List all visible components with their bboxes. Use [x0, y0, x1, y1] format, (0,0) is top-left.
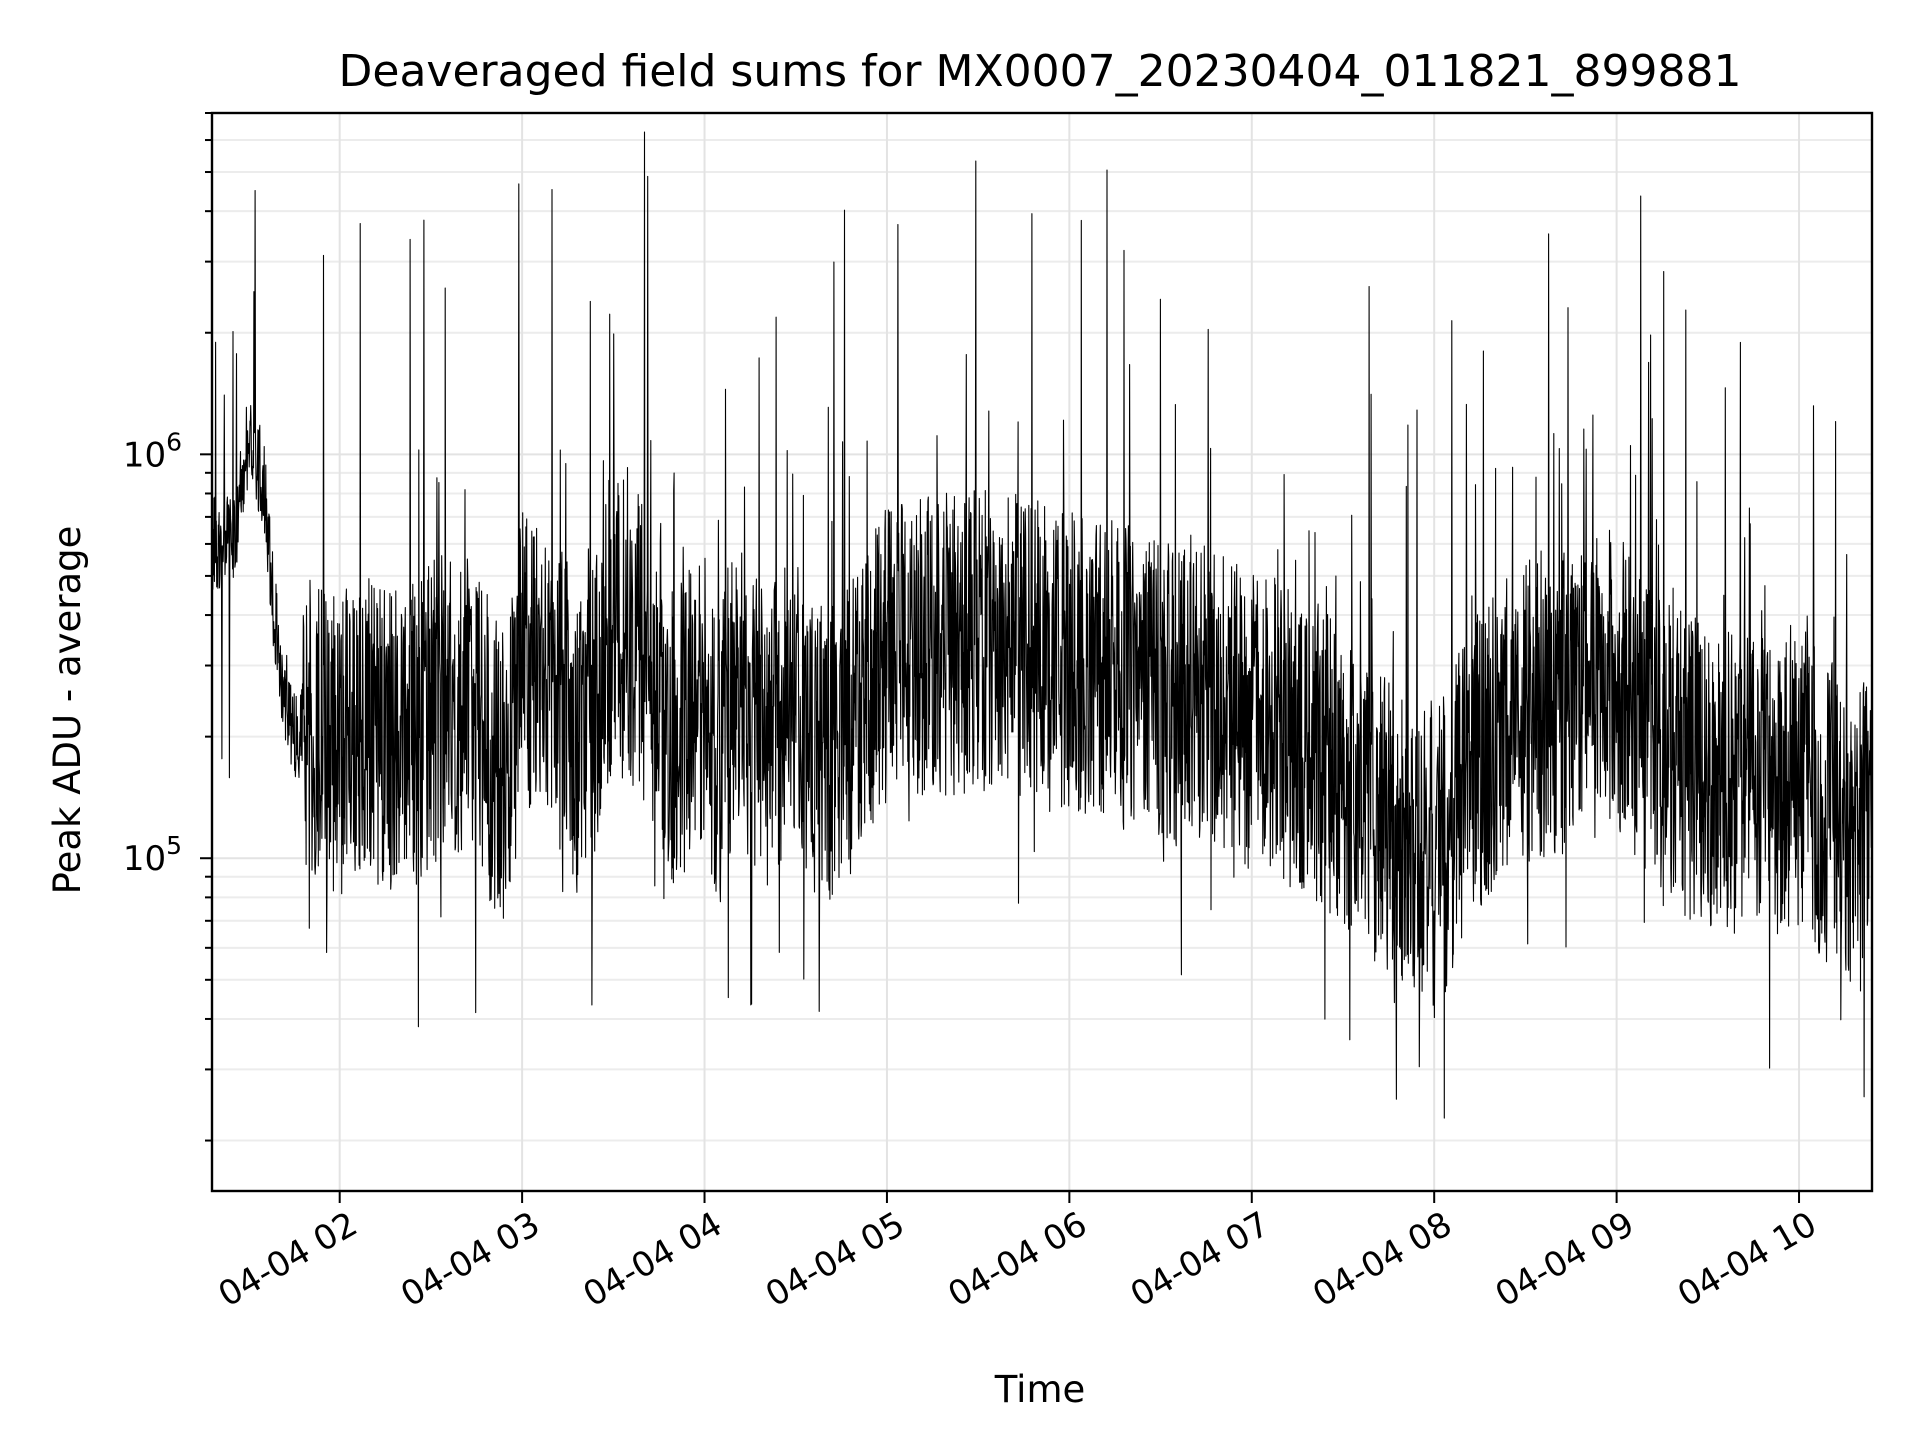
y-axis-label: Peak ADU - average: [46, 526, 89, 895]
y-tick-label: 105: [123, 831, 182, 879]
x-axis-label: Time: [994, 1368, 1086, 1411]
chart-title: Deaveraged field sums for MX0007_2023040…: [339, 46, 1742, 97]
plot-frame: [210, 111, 1874, 1193]
y-tick-label: 106: [123, 427, 182, 475]
series-layer: [211, 131, 1873, 1119]
series-line: [211, 131, 1873, 1119]
